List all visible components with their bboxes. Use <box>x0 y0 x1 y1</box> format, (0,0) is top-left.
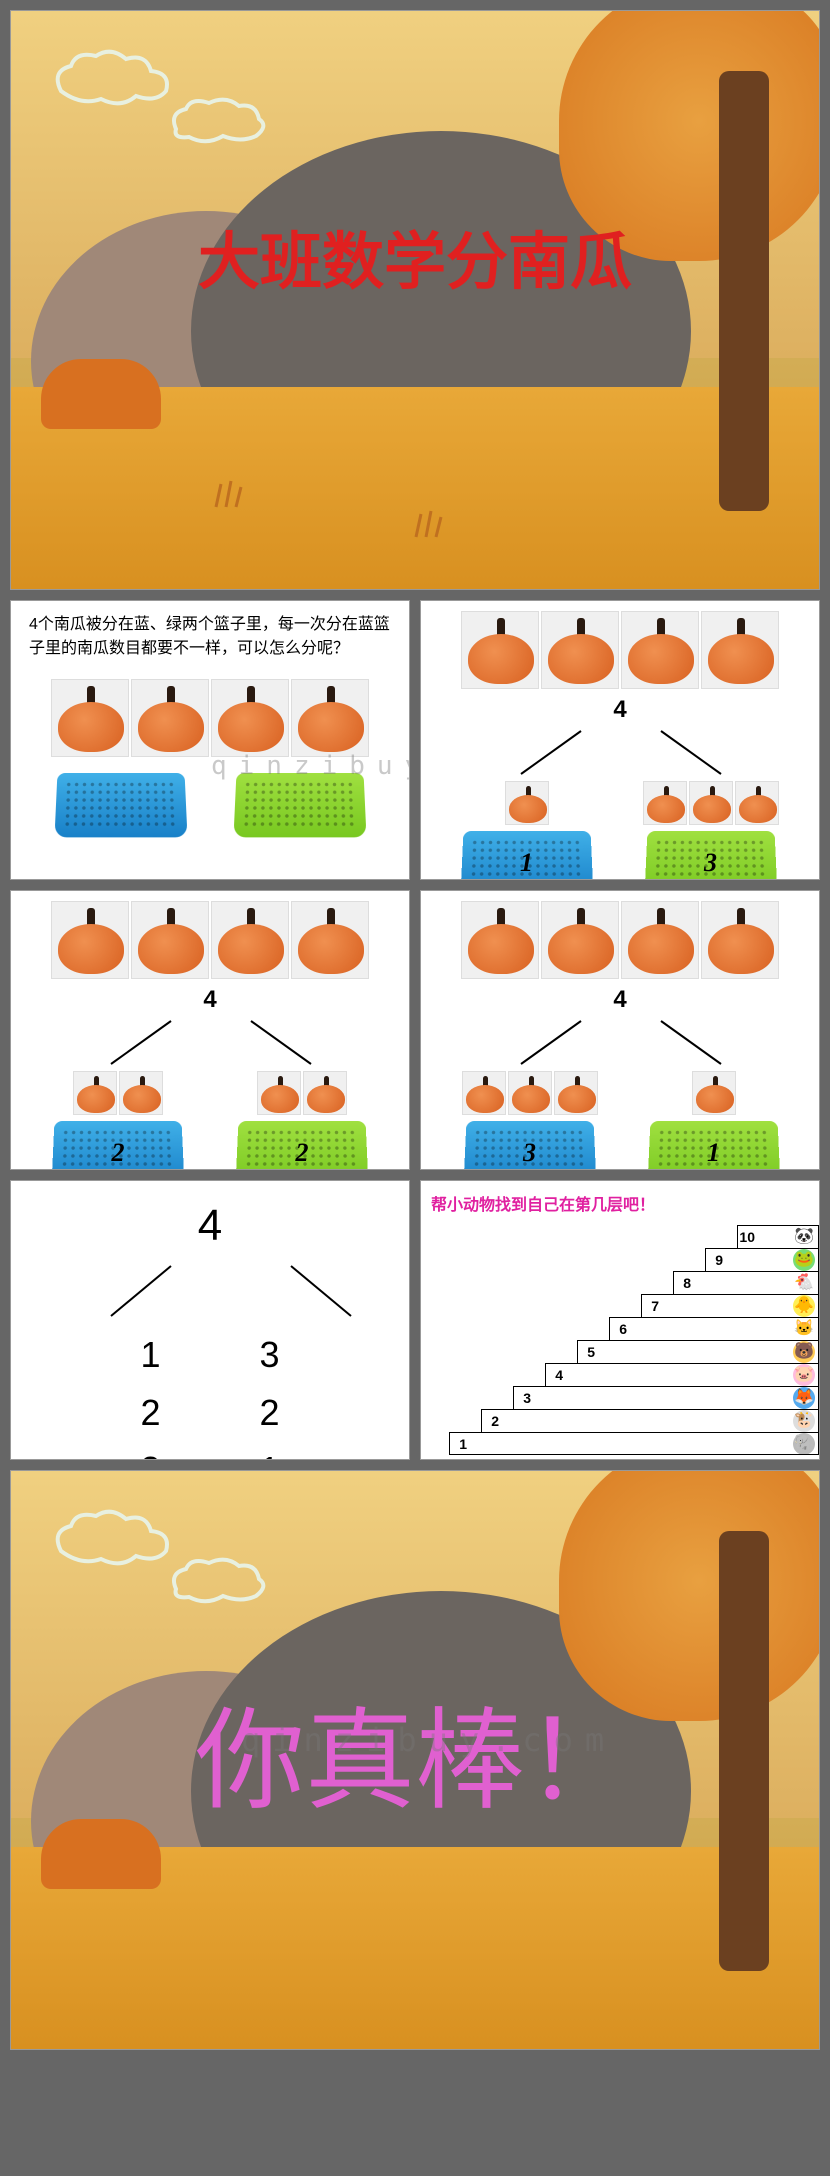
pumpkin-icon <box>508 1071 552 1115</box>
pumpkin-icon <box>131 679 209 757</box>
pumpkin-icon <box>621 901 699 979</box>
green-basket: 1 <box>649 1120 779 1170</box>
total-number: 4 <box>11 986 409 1014</box>
step-number: 6 <box>619 1321 627 1337</box>
pumpkin-icon <box>462 1071 506 1115</box>
step-number: 9 <box>715 1252 723 1268</box>
pumpkin-icon <box>257 1071 301 1115</box>
pumpkin-icon <box>505 781 549 825</box>
summary-slide: 4 123 321 <box>10 1180 410 1460</box>
animal-icon: 🐻 <box>793 1341 815 1363</box>
step-number: 1 <box>459 1436 467 1452</box>
pumpkin-row <box>51 679 369 757</box>
ending-slide: qinzibuy.com 你真棒！ <box>10 1470 820 2050</box>
pumpkin-icon <box>211 901 289 979</box>
pumpkin-icon <box>541 901 619 979</box>
blue-basket: 1 <box>462 830 592 880</box>
left-column: 123 <box>140 1326 160 1460</box>
stair-step <box>609 1317 819 1340</box>
question-text: 4个南瓜被分在蓝、绿两个篮子里，每一次分在蓝篮子里的南瓜数目都要不一样，可以怎么… <box>11 601 409 673</box>
animal-icon: 🐷 <box>793 1364 815 1386</box>
pumpkin-icon <box>131 901 209 979</box>
main-title: 大班数学分南瓜 <box>11 211 819 301</box>
pumpkin-icon <box>51 679 129 757</box>
pumpkin-icon <box>51 901 129 979</box>
stair-step <box>577 1340 819 1363</box>
step-number: 4 <box>555 1367 563 1383</box>
pumpkin-icon <box>291 679 369 757</box>
total-number: 4 <box>421 986 819 1014</box>
stairs-slide: 帮小动物找到自己在第几层吧！ 1 🐘 2 🐮 3 🦊 4 🐷 5 🐻 6 🐱 7 🐥 8 🐔 9 🐸 10 🐼 <box>420 1180 820 1460</box>
animal-icon: 🐮 <box>793 1410 815 1432</box>
question-slide: 4个南瓜被分在蓝、绿两个篮子里，每一次分在蓝篮子里的南瓜数目都要不一样，可以怎么… <box>10 600 410 880</box>
right-column: 321 <box>259 1326 279 1460</box>
animal-icon: 🐱 <box>793 1318 815 1340</box>
stair-step <box>449 1432 819 1455</box>
pumpkin-icon <box>291 901 369 979</box>
blue-basket <box>56 772 186 837</box>
step-number: 7 <box>651 1298 659 1314</box>
split-3-1-slide: 4 3 1 <box>420 890 820 1170</box>
pumpkin-icon <box>701 611 779 689</box>
stairs-title: 帮小动物找到自己在第几层吧！ <box>421 1181 819 1225</box>
blue-basket: 2 <box>53 1120 183 1170</box>
stairs-diagram: 1 🐘 2 🐮 3 🦊 4 🐷 5 🐻 6 🐱 7 🐥 8 🐔 9 🐸 10 🐼 <box>431 1225 819 1455</box>
split-1-3-slide: 4 1 3 <box>420 600 820 880</box>
total-number: 4 <box>421 696 819 724</box>
pumpkin-icon <box>73 1071 117 1115</box>
pumpkin-icon <box>461 611 539 689</box>
pumpkin-icon <box>689 781 733 825</box>
pumpkin-icon <box>461 901 539 979</box>
animal-icon: 🐥 <box>793 1295 815 1317</box>
green-basket: 3 <box>646 830 776 880</box>
pumpkin-icon <box>701 901 779 979</box>
split-2-2-slide: 4 2 2 <box>10 890 410 1170</box>
animal-icon: 🐔 <box>793 1272 815 1294</box>
pumpkin-icon <box>119 1071 163 1115</box>
pumpkin-icon <box>303 1071 347 1115</box>
green-basket <box>235 772 365 837</box>
step-number: 10 <box>739 1229 755 1245</box>
pumpkin-icon <box>692 1071 736 1115</box>
pumpkin-icon <box>211 679 289 757</box>
animal-icon: 🐸 <box>793 1249 815 1271</box>
pumpkin-icon <box>643 781 687 825</box>
pumpkin-icon <box>735 781 779 825</box>
pumpkin-icon <box>554 1071 598 1115</box>
stair-step <box>545 1363 819 1386</box>
step-number: 5 <box>587 1344 595 1360</box>
stair-step <box>481 1409 819 1432</box>
step-number: 2 <box>491 1413 499 1429</box>
animal-icon: 🐼 <box>793 1226 815 1248</box>
animal-icon: 🦊 <box>793 1387 815 1409</box>
blue-basket: 3 <box>465 1120 595 1170</box>
animal-icon: 🐘 <box>793 1433 815 1455</box>
title-slide: 大班数学分南瓜 <box>10 10 820 590</box>
stair-step <box>513 1386 819 1409</box>
green-basket: 2 <box>237 1120 367 1170</box>
step-number: 8 <box>683 1275 691 1291</box>
step-number: 3 <box>523 1390 531 1406</box>
pumpkin-icon <box>621 611 699 689</box>
pumpkin-icon <box>541 611 619 689</box>
summary-total: 4 <box>31 1201 389 1251</box>
